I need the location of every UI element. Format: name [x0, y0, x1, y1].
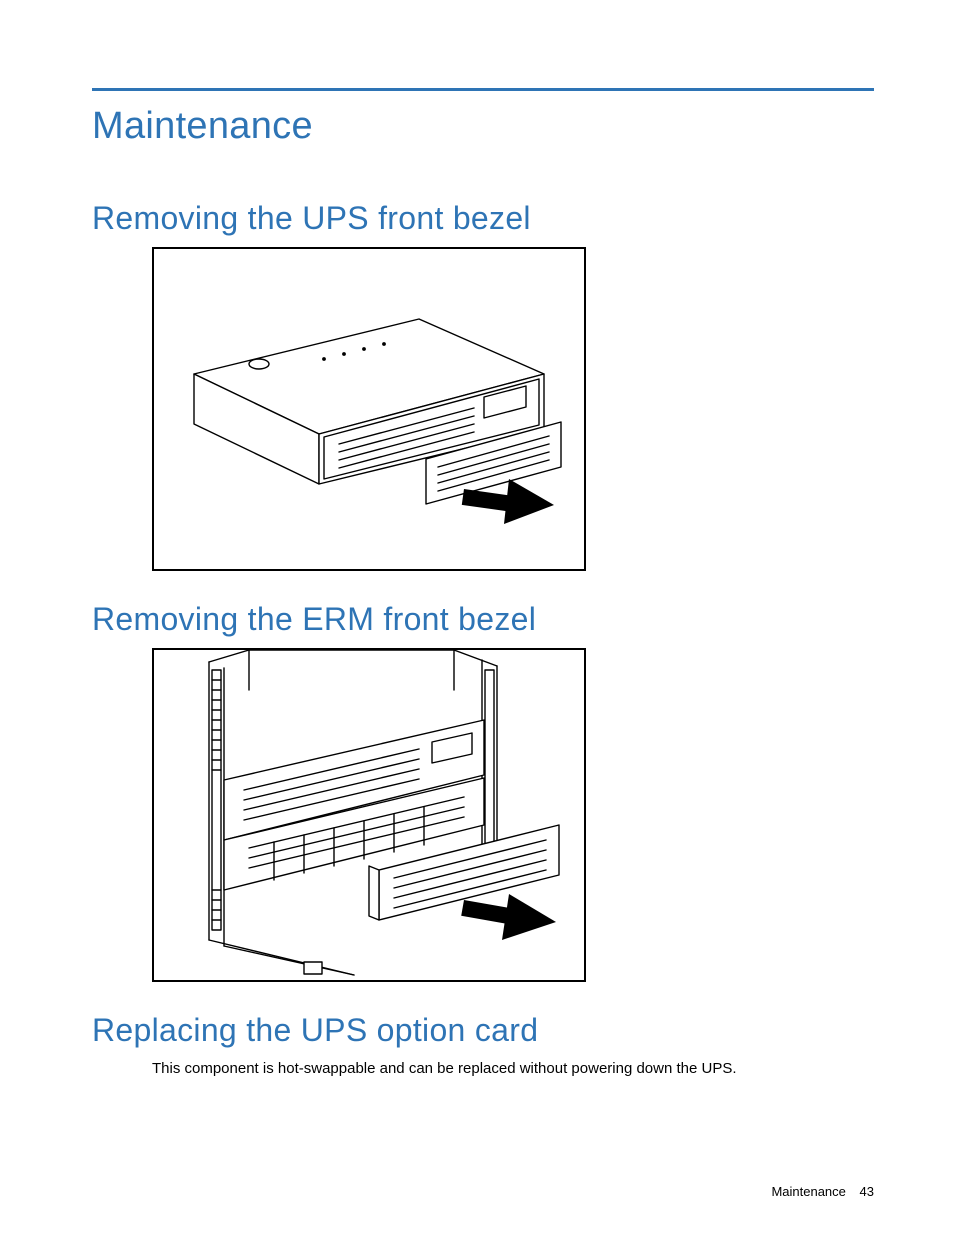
section-heading-2: Removing the ERM front bezel [92, 601, 874, 638]
top-rule [92, 88, 874, 91]
figure-2-wrap [152, 648, 874, 982]
section-3-body: This component is hot-swappable and can … [152, 1059, 874, 1079]
footer-section-name: Maintenance [771, 1184, 845, 1199]
page-title: Maintenance [92, 105, 874, 148]
figure-1-wrap [152, 247, 874, 571]
figure-erm-bezel-removal [152, 648, 586, 982]
section-heading-1: Removing the UPS front bezel [92, 200, 874, 237]
page-footer: Maintenance 43 [771, 1184, 874, 1199]
section-heading-3: Replacing the UPS option card [92, 1012, 874, 1049]
footer-page-number: 43 [860, 1184, 874, 1199]
page: Maintenance Removing the UPS front bezel [0, 0, 954, 1235]
figure-ups-bezel-removal [152, 247, 586, 571]
